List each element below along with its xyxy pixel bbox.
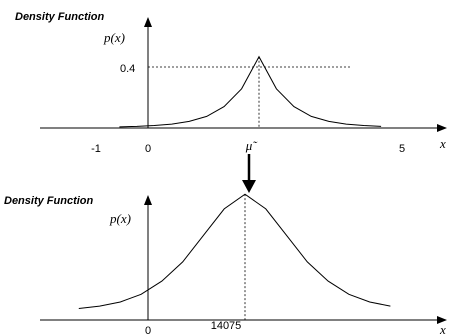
- bottom-y-axis-label: p(x): [109, 211, 131, 226]
- bottom-x-tick-label: 14075: [211, 320, 242, 332]
- top-density-curve: [119, 55, 382, 128]
- bottom-chart-title: Density Function: [4, 195, 94, 207]
- transform-arrow-head: [242, 180, 256, 193]
- top-y-axis-label: p(x): [103, 30, 125, 45]
- bottom-x-tick-label: 0: [145, 325, 151, 336]
- top-chart-title: Density Function: [15, 11, 105, 23]
- top-x-axis-label: x: [439, 136, 446, 151]
- bottom-density-curve: [78, 193, 391, 309]
- bottom-x-axis-label: x: [439, 322, 446, 336]
- bottom-chart: Density Function p(x) x 0 14075: [4, 193, 447, 336]
- top-chart: Density Function p(x) x 0.4 -1 0 5 μ̃: [15, 11, 447, 155]
- top-y-tick-label: 0.4: [120, 63, 135, 75]
- top-x-tick-label: 5: [399, 143, 405, 155]
- top-x-tick-label: -1: [91, 143, 101, 155]
- top-x-tick-label: 0: [145, 143, 151, 155]
- mean-label: μ̃: [245, 138, 259, 153]
